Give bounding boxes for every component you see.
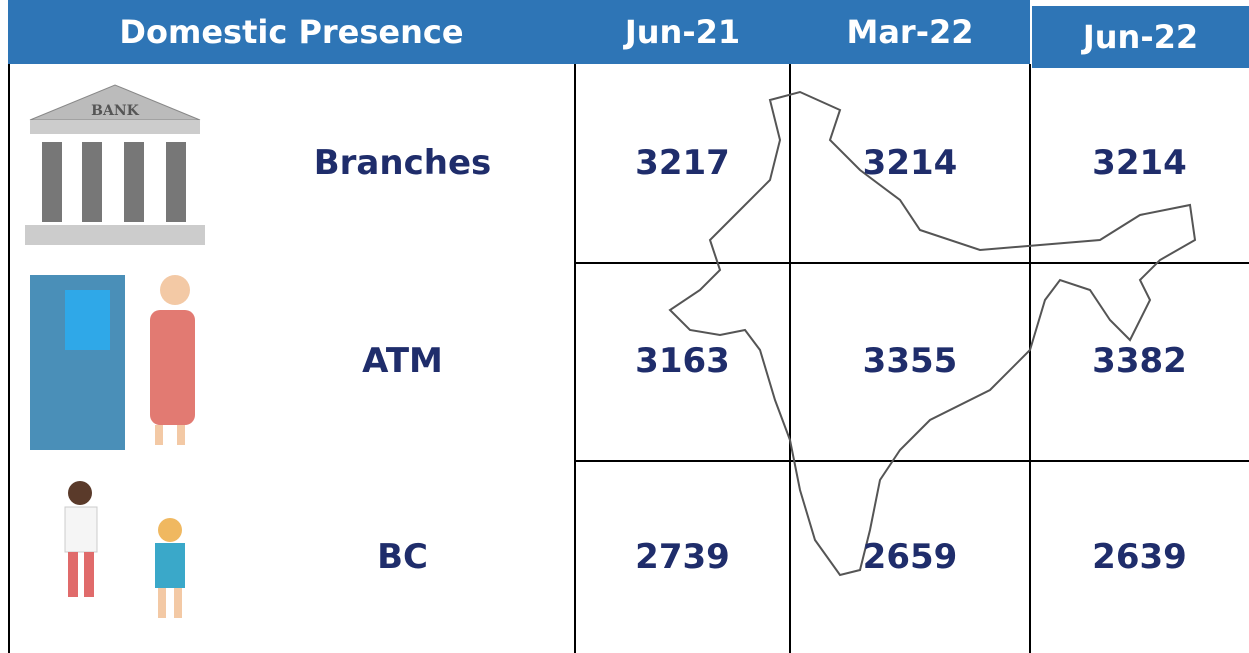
value-cell: 3355	[862, 341, 958, 381]
value-cell: 2739	[635, 536, 730, 577]
row-label: ATM	[362, 341, 443, 381]
border	[8, 64, 10, 653]
value-cell: 3214	[1092, 143, 1187, 183]
value-cell: 3217	[635, 143, 730, 183]
value-cell: 3163	[635, 341, 730, 381]
bank-icon: BANK	[25, 84, 205, 245]
border	[574, 64, 576, 653]
value-cell: 3214	[862, 143, 958, 183]
svg-text:BANK: BANK	[91, 103, 139, 119]
bc-icon	[64, 481, 185, 618]
atm-icon	[30, 275, 195, 450]
header-cell: Domestic Presence	[8, 0, 575, 64]
border	[1029, 64, 1031, 653]
border	[574, 262, 1249, 264]
header-cell: Jun-22	[1032, 6, 1249, 68]
value-cell: 3382	[1092, 341, 1187, 381]
row-label: BC	[377, 536, 428, 577]
value-cell: 2659	[862, 536, 958, 577]
border	[574, 460, 1249, 462]
header-cell: Jun-21	[575, 0, 790, 64]
header-cell: Mar-22	[790, 0, 1030, 64]
value-cell: 2639	[1092, 536, 1187, 577]
row-label: Branches	[313, 143, 492, 183]
border	[789, 64, 791, 653]
